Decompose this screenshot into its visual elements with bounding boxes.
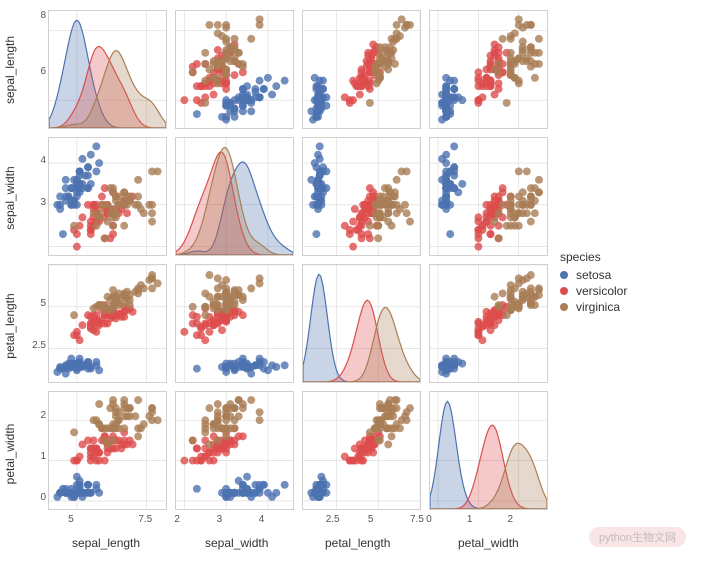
pairplot-cell (429, 264, 548, 383)
xlabel-sepal-width: sepal_width (205, 536, 268, 550)
legend-item-versicolor: versicolor (560, 284, 627, 298)
ylabel-sepal-length: sepal_length (3, 36, 17, 104)
pairplot-cell (175, 137, 294, 256)
legend-item-virginica: virginica (560, 300, 627, 314)
legend-title: species (560, 250, 627, 264)
ytick-label: 8 (28, 10, 46, 21)
legend-label: versicolor (576, 284, 627, 298)
ytick-label: 5 (28, 298, 46, 309)
ytick-label: 6 (28, 66, 46, 77)
xtick-label: 1 (467, 514, 473, 525)
xlabel-petal-width: petal_width (458, 536, 519, 550)
xtick-label: 5 (368, 514, 374, 525)
xlabel-petal-length: petal_length (325, 536, 390, 550)
pairplot-grid (48, 10, 548, 510)
pairplot-cell (302, 137, 421, 256)
legend-dot-icon (560, 271, 568, 279)
ytick-label: 2.5 (28, 340, 46, 351)
legend-label: setosa (576, 268, 611, 282)
pairplot-cell (175, 391, 294, 510)
xtick-label: 2 (174, 514, 180, 525)
pairplot-cell (175, 264, 294, 383)
ytick-label: 3 (28, 197, 46, 208)
xtick-label: 3 (217, 514, 223, 525)
xtick-label: 2 (508, 514, 514, 525)
pairplot-container: sepal_length sepal_width petal_length pe… (0, 0, 706, 567)
pairplot-cell (48, 391, 167, 510)
ylabel-petal-width: petal_width (3, 424, 17, 485)
legend-dot-icon (560, 303, 568, 311)
ytick-label: 4 (28, 155, 46, 166)
ytick-label: 1 (28, 451, 46, 462)
ytick-label: 0 (28, 492, 46, 503)
xtick-label: 7.5 (410, 514, 424, 525)
ylabel-sepal-width: sepal_width (3, 166, 17, 229)
pairplot-cell (175, 10, 294, 129)
xlabel-sepal-length: sepal_length (72, 536, 140, 550)
pairplot-cell (302, 264, 421, 383)
pairplot-cell (429, 391, 548, 510)
pairplot-cell (429, 137, 548, 256)
pairplot-cell (302, 391, 421, 510)
legend-dot-icon (560, 287, 568, 295)
legend-label: virginica (576, 300, 620, 314)
pairplot-cell (302, 10, 421, 129)
xtick-label: 0 (426, 514, 432, 525)
watermark: python生物文网 (589, 527, 686, 547)
xtick-label: 4 (259, 514, 265, 525)
xtick-label: 2.5 (326, 514, 340, 525)
xtick-label: 7.5 (138, 514, 152, 525)
pairplot-cell (48, 137, 167, 256)
ytick-label: 2 (28, 410, 46, 421)
xtick-label: 5 (68, 514, 74, 525)
legend-item-setosa: setosa (560, 268, 627, 282)
pairplot-cell (48, 264, 167, 383)
pairplot-cell (429, 10, 548, 129)
pairplot-cell (48, 10, 167, 129)
legend: species setosa versicolor virginica (560, 250, 627, 316)
ylabel-petal-length: petal_length (3, 293, 17, 358)
